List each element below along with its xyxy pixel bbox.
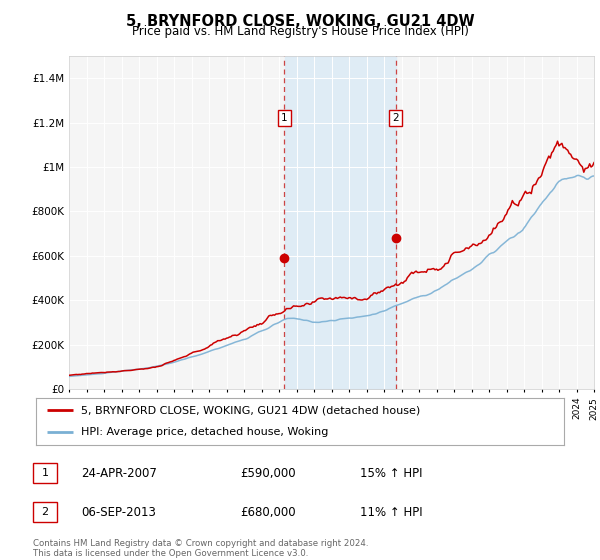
Text: £590,000: £590,000 — [240, 466, 296, 480]
Text: HPI: Average price, detached house, Woking: HPI: Average price, detached house, Woki… — [81, 427, 328, 437]
Text: Contains HM Land Registry data © Crown copyright and database right 2024.
This d: Contains HM Land Registry data © Crown c… — [33, 539, 368, 558]
Text: 5, BRYNFORD CLOSE, WOKING, GU21 4DW: 5, BRYNFORD CLOSE, WOKING, GU21 4DW — [125, 14, 475, 29]
Text: 5, BRYNFORD CLOSE, WOKING, GU21 4DW (detached house): 5, BRYNFORD CLOSE, WOKING, GU21 4DW (det… — [81, 405, 420, 416]
Text: 2: 2 — [392, 113, 399, 123]
Text: Price paid vs. HM Land Registry's House Price Index (HPI): Price paid vs. HM Land Registry's House … — [131, 25, 469, 38]
Text: 06-SEP-2013: 06-SEP-2013 — [81, 506, 156, 519]
Text: 1: 1 — [281, 113, 288, 123]
Text: 1: 1 — [41, 468, 49, 478]
Text: 2: 2 — [41, 507, 49, 517]
Text: 15% ↑ HPI: 15% ↑ HPI — [360, 466, 422, 480]
Text: 24-APR-2007: 24-APR-2007 — [81, 466, 157, 480]
Text: 11% ↑ HPI: 11% ↑ HPI — [360, 506, 422, 519]
Text: £680,000: £680,000 — [240, 506, 296, 519]
